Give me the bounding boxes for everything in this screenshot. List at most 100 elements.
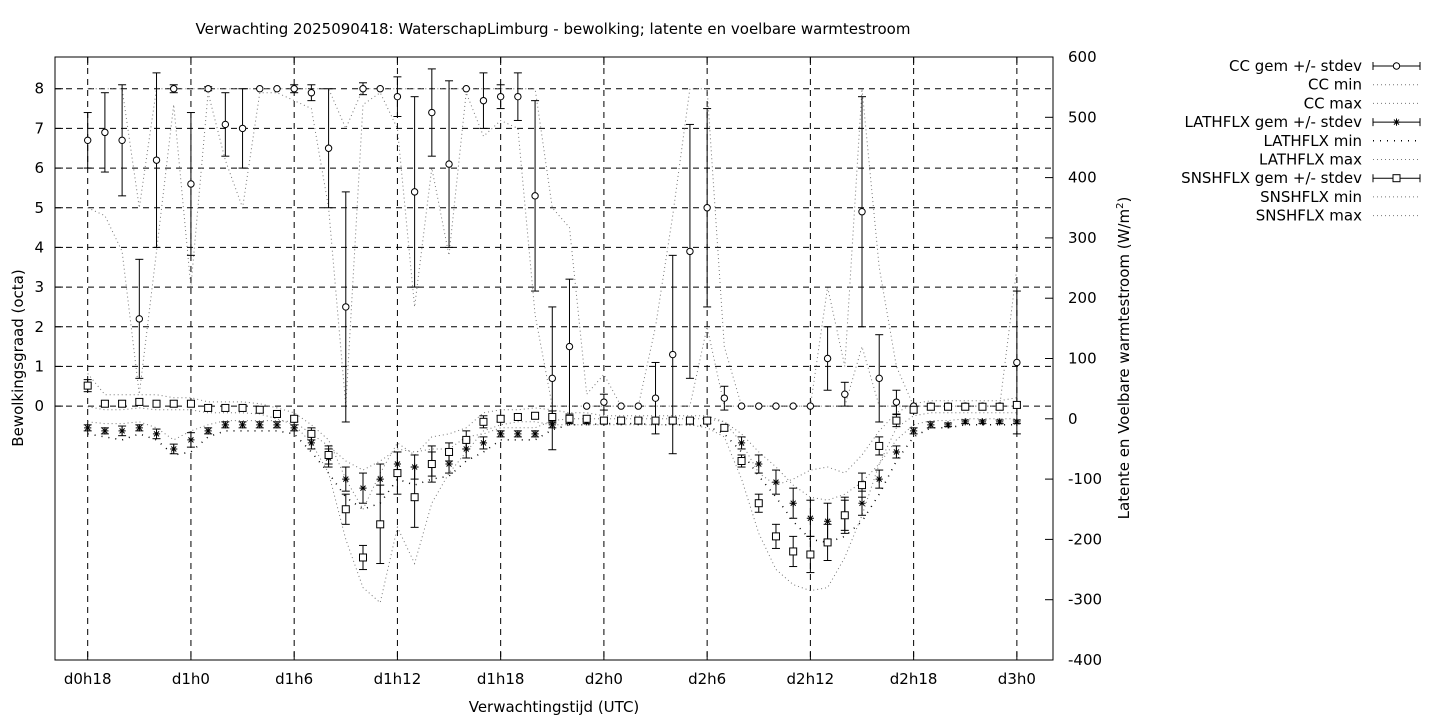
data-point [685, 416, 694, 425]
y-right-tick-label: 400 [1068, 169, 1097, 187]
data-point [290, 424, 298, 432]
data-point [256, 85, 264, 93]
data-point [858, 499, 866, 507]
y-left-tick-label: 4 [34, 238, 44, 256]
data-point [307, 439, 315, 447]
chart-title: Verwachting 2025090418: WaterschapLimbur… [196, 20, 911, 38]
data-point [565, 342, 574, 351]
data-point [513, 412, 522, 421]
data-point [634, 402, 643, 410]
y-right-tick-label: 100 [1068, 350, 1097, 368]
data-point [531, 430, 539, 438]
data-point [531, 411, 540, 420]
data-point [221, 421, 229, 429]
data-point [445, 447, 454, 456]
data-point [1392, 174, 1401, 183]
plot-frame [54, 56, 1054, 661]
data-point [978, 402, 987, 411]
x-tick-label: d1h12 [374, 670, 422, 688]
data-point [204, 85, 212, 93]
data-point [324, 450, 333, 459]
data-point [548, 374, 556, 383]
data-point [307, 429, 316, 438]
data-point [772, 402, 780, 410]
y-left-tick-label: 3 [34, 278, 44, 296]
data-point [720, 394, 729, 402]
data-point [669, 350, 677, 359]
data-point [582, 402, 591, 410]
data-point [359, 85, 367, 93]
data-point [118, 136, 126, 145]
data-point [737, 457, 746, 466]
data-point [238, 403, 247, 412]
legend-label: LATHFLX max [1259, 151, 1362, 169]
data-point [170, 85, 178, 93]
x-tick-label: d2h0 [585, 670, 623, 688]
data-point [186, 399, 195, 408]
data-point [187, 436, 195, 444]
data-point [531, 192, 539, 200]
x-tick-label: d2h12 [787, 670, 835, 688]
data-point [668, 416, 677, 425]
data-point [892, 416, 901, 425]
data-point [84, 424, 92, 432]
data-point [944, 402, 953, 411]
data-point [255, 405, 264, 414]
data-point [926, 402, 935, 411]
data-point [996, 418, 1004, 426]
data-point [737, 439, 746, 447]
data-point [428, 108, 436, 117]
data-point [118, 399, 127, 408]
data-point [152, 430, 161, 438]
data-point [737, 402, 746, 410]
data-point [600, 398, 608, 406]
data-point [720, 423, 729, 432]
legend-label: CC min [1308, 76, 1362, 94]
data-point [135, 397, 144, 406]
data-point [978, 418, 987, 426]
y-right-tick-label: 0 [1068, 410, 1078, 428]
data-point [703, 416, 712, 425]
y-left-tick-label: 1 [34, 357, 44, 375]
data-point [703, 204, 711, 212]
data-point [892, 398, 901, 406]
data-point [359, 553, 368, 562]
y-right-tick-label: 600 [1068, 48, 1097, 66]
data-point [789, 547, 798, 556]
data-point [272, 409, 281, 418]
y-axis-right-label-end: ) [1115, 197, 1133, 203]
data-point [514, 430, 522, 438]
legend-label: SNSHFLX min [1260, 188, 1362, 206]
y-left-tick-label: 5 [34, 199, 44, 217]
data-point [1012, 400, 1021, 409]
data-point [324, 144, 333, 152]
y-axis-right-label-main: Latente en Voelbare warmtestroom (W/m [1115, 209, 1133, 519]
data-point [497, 430, 505, 438]
series-line [87, 91, 1017, 407]
data-point [135, 424, 143, 432]
legend-label: CC max [1304, 94, 1363, 112]
data-point [910, 427, 918, 435]
data-point [290, 85, 298, 93]
data-point [806, 550, 815, 559]
data-point [858, 481, 867, 490]
x-tick-label: d3h0 [998, 670, 1036, 688]
data-point [100, 399, 109, 408]
data-point [393, 469, 402, 478]
data-point [841, 390, 849, 398]
data-point [410, 493, 419, 502]
y-left-tick-label: 7 [34, 119, 44, 137]
legend-label: CC gem +/- stdev [1229, 57, 1362, 75]
data-point [823, 517, 832, 525]
data-point [686, 247, 694, 256]
data-point [101, 427, 109, 435]
data-point [1392, 118, 1401, 126]
data-point [875, 374, 883, 383]
data-point [1013, 418, 1021, 426]
data-point [238, 124, 247, 133]
data-point [341, 505, 350, 514]
legend-label: LATHFLX min [1263, 132, 1362, 150]
y-right-tick-label: -300 [1068, 591, 1102, 609]
data-point [204, 427, 212, 435]
